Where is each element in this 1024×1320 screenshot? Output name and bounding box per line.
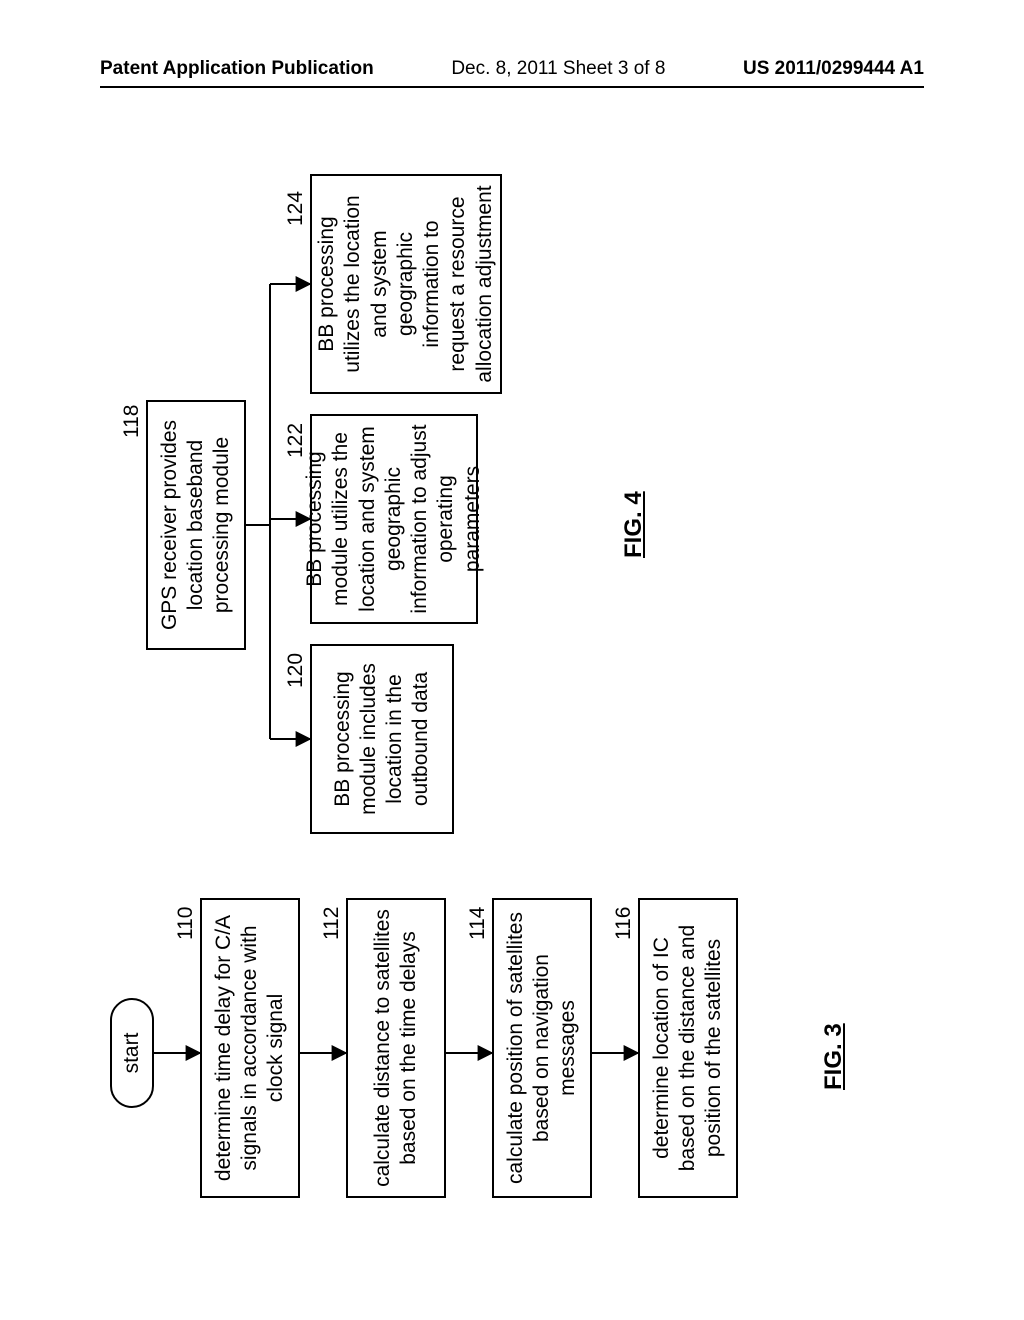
header-right: US 2011/0299444 A1 — [743, 58, 924, 80]
header-rule — [100, 86, 924, 88]
fig3-ref-110: 110 — [174, 907, 198, 940]
fig4-label: FIG. 4 — [620, 491, 648, 558]
fig4-box-118: GPS receiver provides location baseband … — [146, 400, 246, 650]
header-left: Patent Application Publication — [100, 58, 374, 80]
fig4-box-124-text: BB processing utilizes the location and … — [314, 184, 498, 384]
fig4-box-120-text: BB processing module includes location i… — [330, 654, 435, 824]
fig3-start-label: start — [119, 1033, 145, 1074]
fig4-ref-118: 118 — [120, 405, 144, 438]
fig3-ref-116: 116 — [612, 907, 636, 940]
fig4-box-122: BB processing module utilizes the locati… — [310, 414, 478, 624]
fig4-box-124: BB processing utilizes the location and … — [310, 174, 502, 394]
fig3-label: FIG. 3 — [820, 1023, 848, 1090]
fig3-box-112-text: calculate distance to satellites based o… — [370, 908, 423, 1188]
fig3-box-110-text: determine time delay for C/A signals in … — [211, 908, 290, 1188]
fig3-box-116-text: determine location of IC based on the di… — [649, 908, 728, 1188]
fig4-box-122-text: BB processing module utilizes the locati… — [302, 424, 486, 614]
fig4-ref-120: 120 — [284, 653, 308, 688]
diagram-area: start 110 determine time delay for C/A s… — [100, 158, 924, 1218]
fig3-box-112: calculate distance to satellites based o… — [346, 898, 446, 1198]
rotated-content: start 110 determine time delay for C/A s… — [100, 158, 924, 1218]
fig3-ref-112: 112 — [320, 907, 344, 940]
fig3-box-114: calculate position of satellites based o… — [492, 898, 592, 1198]
header-center: Dec. 8, 2011 Sheet 3 of 8 — [451, 58, 665, 80]
fig3-box-114-text: calculate position of satellites based o… — [503, 908, 582, 1188]
fig3-ref-114: 114 — [466, 907, 490, 940]
fig4-box-118-text: GPS receiver provides location baseband … — [157, 410, 236, 640]
fig4-box-120: BB processing module includes location i… — [310, 644, 454, 834]
fig3-box-116: determine location of IC based on the di… — [638, 898, 738, 1198]
fig4-ref-124: 124 — [284, 191, 308, 226]
fig3-start: start — [110, 998, 154, 1108]
fig3-box-110: determine time delay for C/A signals in … — [200, 898, 300, 1198]
